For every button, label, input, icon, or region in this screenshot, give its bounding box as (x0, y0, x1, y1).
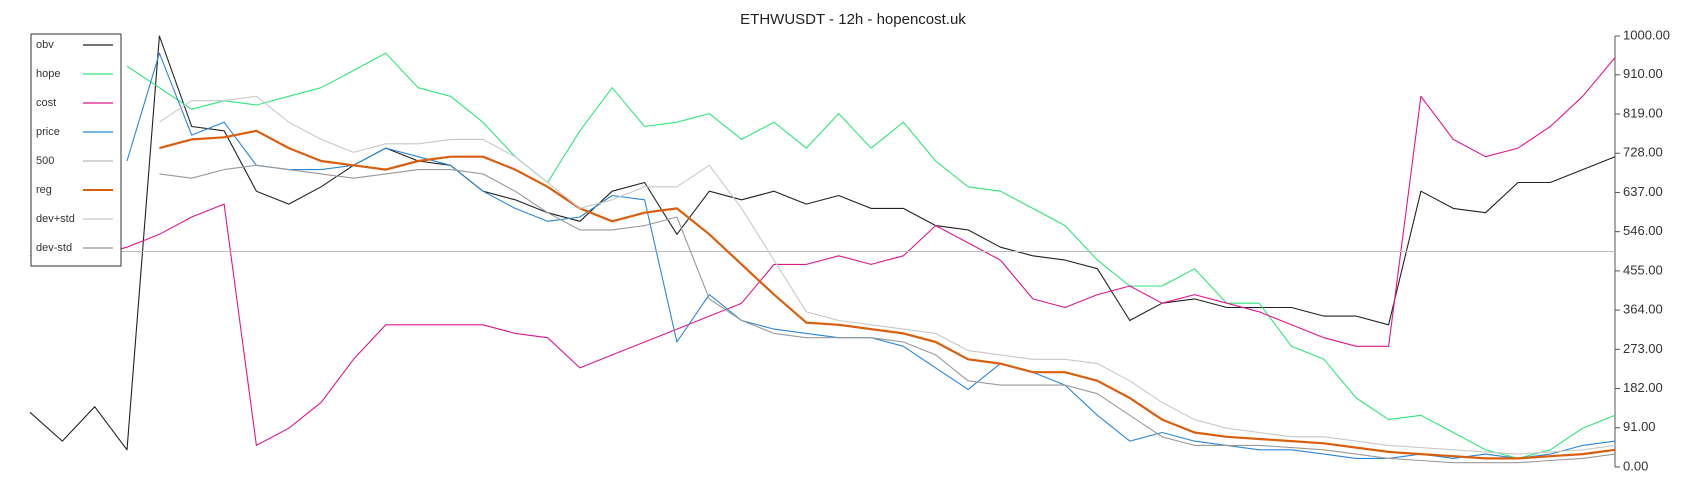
y-tick-label: 819.00 (1623, 105, 1663, 120)
y-tick-label: 910.00 (1623, 66, 1663, 81)
series-line (29, 57, 1616, 446)
legend-label: cost (36, 97, 56, 109)
series-line (159, 129, 1616, 460)
y-tick-label: 364.00 (1623, 302, 1663, 317)
chart-title: ETHWUSDT - 12h - hopencost.uk (740, 11, 966, 28)
legend: obv hope cost price 500 reg dev+std dev-std (30, 33, 122, 267)
y-tick-label: 182.00 (1623, 380, 1663, 395)
legend-label: price (36, 126, 60, 138)
legend-box (30, 33, 122, 267)
legend-label: hope (36, 68, 60, 80)
legend-label: 500 (36, 155, 54, 167)
series-line (159, 164, 1616, 464)
y-tick-label: 0.00 (1623, 458, 1648, 473)
y-tick-label: 273.00 (1623, 341, 1663, 356)
y-tick-label: 728.00 (1623, 145, 1663, 160)
legend-label: dev+std (36, 213, 75, 225)
series-line (126, 52, 1616, 459)
legend-label: reg (36, 184, 52, 196)
y-tick-label: 546.00 (1623, 223, 1663, 238)
series-line (159, 95, 1616, 455)
y-tick-label: 91.00 (1623, 419, 1656, 434)
series-line (126, 52, 1616, 459)
y-tick-label: 455.00 (1623, 262, 1663, 277)
y-tick-label: 1000.00 (1623, 27, 1670, 42)
legend-label: dev-std (36, 242, 72, 254)
y-tick-label: 637.00 (1623, 184, 1663, 199)
series-line (29, 35, 1616, 451)
lines (29, 35, 1616, 464)
legend-label: obv (36, 39, 54, 51)
